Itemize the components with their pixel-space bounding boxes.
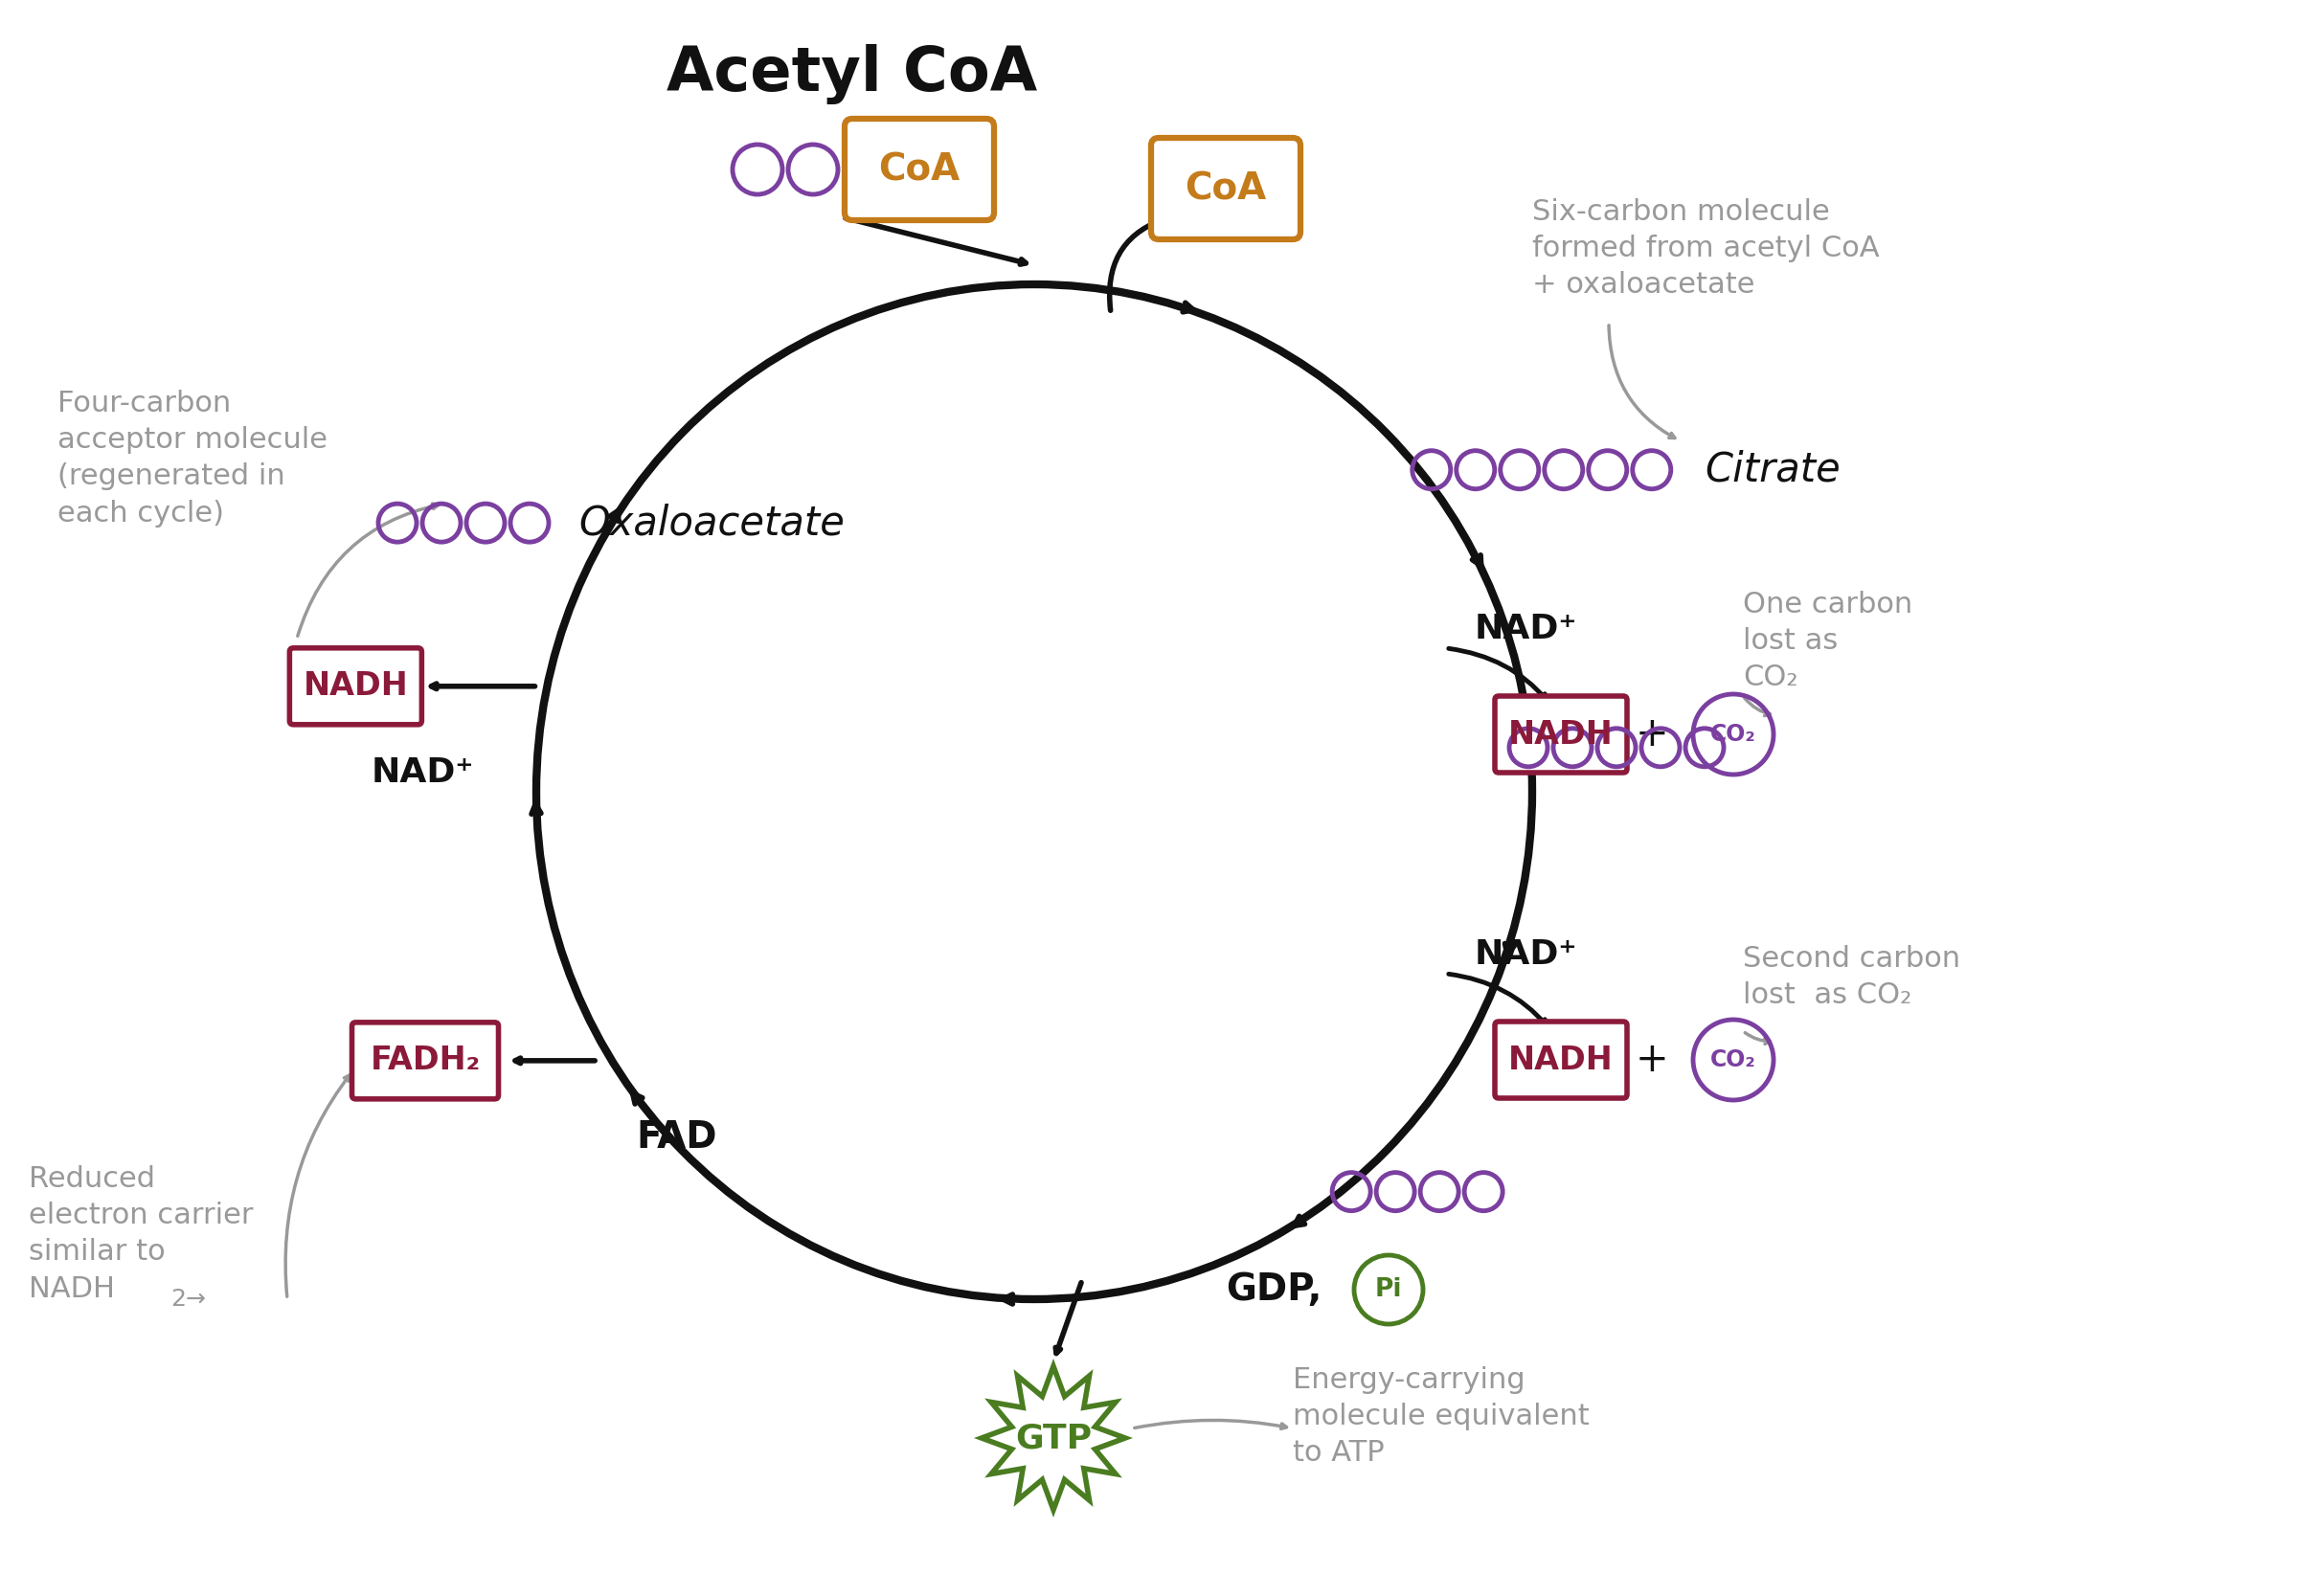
- Text: FADH₂: FADH₂: [371, 1045, 479, 1076]
- Text: FAD: FAD: [636, 1119, 717, 1156]
- Text: Six-carbon molecule
formed from acetyl CoA
+ oxaloacetate: Six-carbon molecule formed from acetyl C…: [1533, 198, 1879, 298]
- Text: Pi: Pi: [1374, 1277, 1401, 1302]
- FancyBboxPatch shape: [290, 648, 422, 725]
- Text: One carbon
lost as
CO₂: One carbon lost as CO₂: [1743, 591, 1913, 691]
- Text: Citrate: Citrate: [1703, 450, 1839, 490]
- Text: NAD⁺: NAD⁺: [371, 757, 475, 788]
- FancyBboxPatch shape: [1150, 137, 1300, 239]
- Text: Energy-carrying
molecule equivalent
to ATP: Energy-carrying molecule equivalent to A…: [1293, 1366, 1590, 1467]
- Text: +: +: [1634, 1039, 1669, 1080]
- Text: GDP,: GDP,: [1226, 1272, 1321, 1307]
- FancyBboxPatch shape: [1496, 696, 1627, 772]
- Text: CO₂: CO₂: [1710, 1049, 1756, 1071]
- FancyBboxPatch shape: [844, 118, 993, 220]
- Text: CoA: CoA: [878, 152, 961, 188]
- Text: Second carbon
lost  as CO₂: Second carbon lost as CO₂: [1743, 945, 1959, 1009]
- Text: CoA: CoA: [1185, 171, 1265, 207]
- Text: Reduced
electron carrier
similar to
NADH: Reduced electron carrier similar to NADH: [28, 1165, 254, 1302]
- Text: +: +: [1634, 715, 1669, 755]
- Text: NADH: NADH: [302, 670, 408, 702]
- FancyBboxPatch shape: [353, 1023, 498, 1100]
- Text: NAD⁺: NAD⁺: [1475, 613, 1577, 645]
- Text: CO₂: CO₂: [1710, 723, 1756, 745]
- FancyBboxPatch shape: [1496, 1021, 1627, 1098]
- Text: Oxaloacetate: Oxaloacetate: [579, 503, 844, 543]
- Text: NADH: NADH: [1507, 1044, 1613, 1076]
- Text: GTP: GTP: [1014, 1422, 1093, 1454]
- Text: Acetyl CoA: Acetyl CoA: [666, 43, 1037, 104]
- Text: Four-carbon
acceptor molecule
(regenerated in
each cycle): Four-carbon acceptor molecule (regenerat…: [58, 389, 327, 527]
- Text: NADH: NADH: [1507, 718, 1613, 750]
- Text: 2→: 2→: [171, 1288, 205, 1310]
- Text: NAD⁺: NAD⁺: [1475, 938, 1577, 970]
